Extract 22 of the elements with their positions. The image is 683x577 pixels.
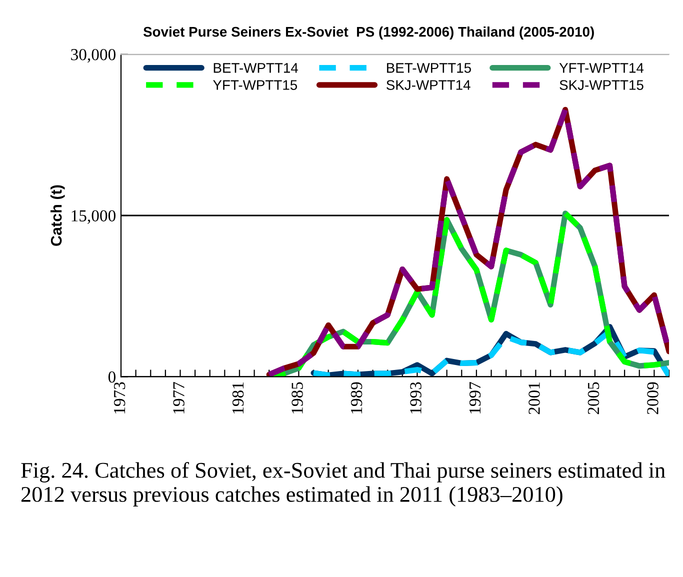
y-tick-label: 30,000 <box>71 49 116 63</box>
caption: Fig. 24. Catches of Soviet, ex-Soviet and Thai purse seiners estimated in 2012 versus previous catches estimated in 2011 (1983–2010) <box>21 462 666 506</box>
legend-label: BET-WPTT14 <box>214 63 298 73</box>
legend-label: YFT-WPTT15 <box>213 80 298 90</box>
legend-label: SKJ-WPTT15 <box>560 80 644 90</box>
legend-label: YFT-WPTT14 <box>559 63 644 73</box>
legend-label: SKJ-WPTT14 <box>386 80 470 90</box>
y-axis-title: Catch (t) <box>50 185 65 246</box>
x-tick-label: 1993 <box>410 382 422 414</box>
chart-title: Soviet Purse Seiners Ex-Soviet PS (1992-2006) Thailand (2005-2010) <box>143 26 594 40</box>
y-tick-label: 15,000 <box>72 210 116 224</box>
x-tick-label: 1997 <box>469 382 481 414</box>
legend-label: BET-WPTT15 <box>387 63 471 73</box>
x-tick-label: 1973 <box>114 382 126 414</box>
x-tick-label: 1985 <box>292 382 303 414</box>
x-tick-label: 2009 <box>647 382 658 414</box>
x-tick-label: 1989 <box>350 382 362 414</box>
x-tick-label: 2005 <box>588 382 600 414</box>
x-tick-label: 1981 <box>232 382 244 414</box>
y-tick-label: 0 <box>108 371 116 383</box>
x-tick-label: 1977 <box>173 382 184 414</box>
x-tick-label: 2001 <box>528 382 540 414</box>
